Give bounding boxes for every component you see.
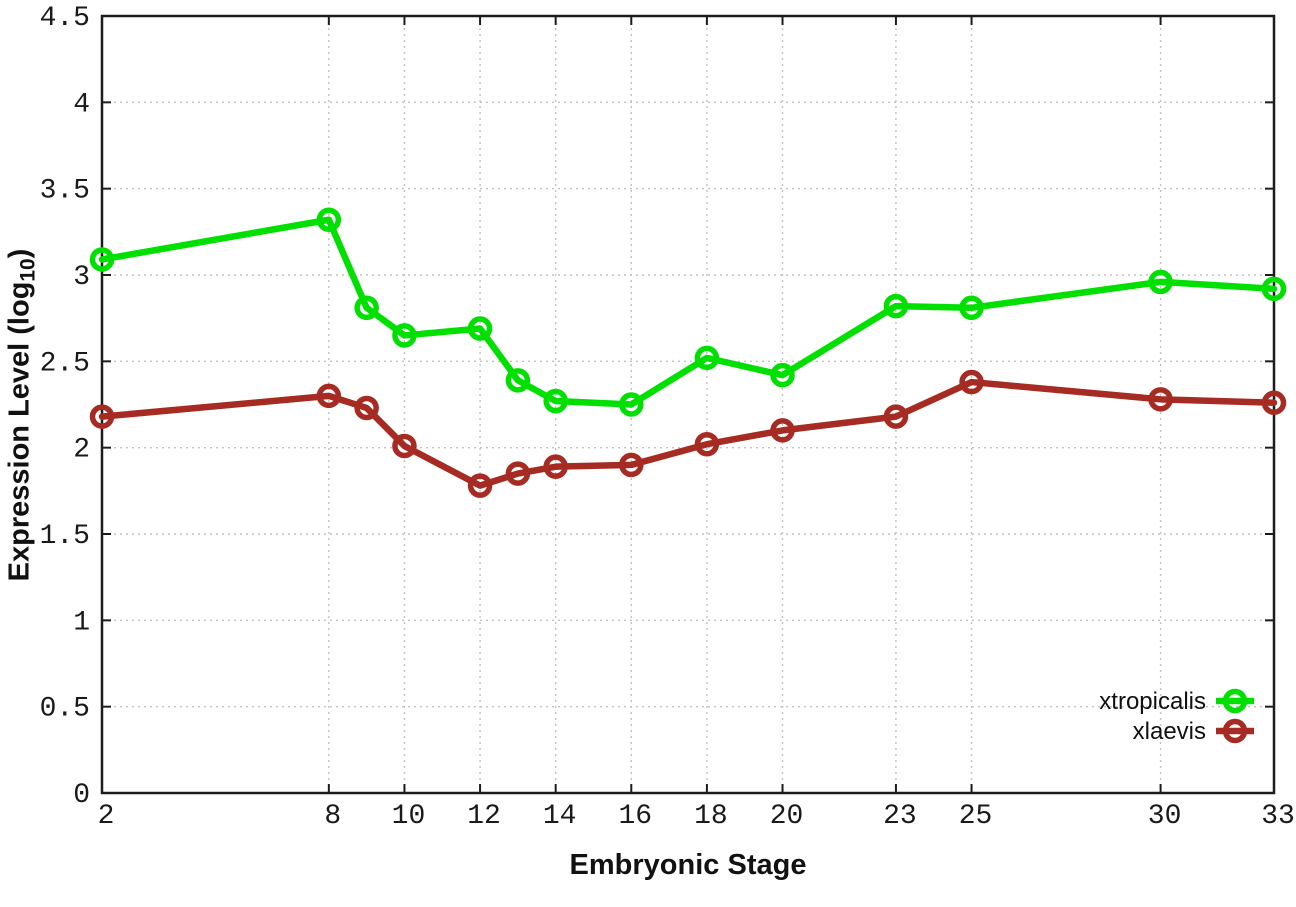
data-point-xlaevis bbox=[316, 383, 342, 409]
x-tick-label: 23 bbox=[883, 801, 917, 832]
data-point-xlaevis bbox=[354, 395, 379, 421]
y-axis-title-text: Expression Level (log bbox=[3, 281, 36, 582]
data-point-xlaevis bbox=[467, 473, 493, 498]
data-point-xtropicalis bbox=[770, 362, 795, 388]
x-tick-label: 2 bbox=[98, 801, 115, 832]
x-tick-label: 14 bbox=[543, 801, 577, 832]
data-point-xtropicalis bbox=[619, 392, 644, 417]
y-tick-label: 3 bbox=[73, 262, 90, 293]
data-point-xlaevis bbox=[694, 431, 720, 457]
data-point-xtropicalis bbox=[1148, 269, 1173, 295]
y-tick-label: 0.5 bbox=[40, 694, 90, 725]
y-axis-title-subscript: 10 bbox=[16, 258, 40, 282]
y-tick-label: 1 bbox=[73, 607, 90, 638]
y-tick-label: 2 bbox=[73, 435, 90, 466]
legend-item-xtropicalis: xtropicalis bbox=[1099, 688, 1254, 715]
legend-label-xtropicalis: xtropicalis bbox=[1099, 688, 1206, 715]
data-point-xlaevis bbox=[1148, 387, 1173, 412]
data-point-xlaevis bbox=[619, 452, 644, 478]
x-tick-label: 20 bbox=[770, 801, 804, 832]
x-tick-label: 18 bbox=[694, 801, 728, 832]
data-point-xlaevis bbox=[543, 454, 568, 479]
x-tick-label: 25 bbox=[959, 801, 993, 832]
y-tick-label: 4 bbox=[73, 89, 90, 120]
legend-marker-sample bbox=[1222, 718, 1248, 744]
data-point-xlaevis bbox=[770, 418, 795, 443]
data-point-xtropicalis bbox=[694, 345, 720, 371]
data-point-xtropicalis bbox=[316, 207, 342, 232]
data-point-xlaevis bbox=[883, 404, 909, 429]
x-tick-label: 10 bbox=[392, 801, 426, 832]
data-point-xlaevis bbox=[89, 404, 115, 429]
data-point-xtropicalis bbox=[959, 295, 984, 321]
x-axis-title: Embryonic Stage bbox=[569, 849, 807, 881]
x-tick-label: 12 bbox=[467, 801, 501, 832]
data-point-xtropicalis bbox=[505, 368, 531, 393]
legend-item-xlaevis: xlaevis bbox=[1133, 718, 1254, 745]
data-point-xtropicalis bbox=[543, 388, 568, 414]
y-tick-label: 0 bbox=[73, 780, 90, 811]
y-tick-label: 3.5 bbox=[40, 176, 90, 207]
data-point-xlaevis bbox=[959, 369, 984, 395]
x-tick-label: 8 bbox=[324, 801, 341, 832]
x-tick-label: 30 bbox=[1148, 801, 1182, 832]
data-point-xtropicalis bbox=[354, 295, 379, 321]
data-point-xlaevis bbox=[1261, 390, 1287, 416]
series-line-xlaevis bbox=[98, 378, 1278, 489]
y-tick-label: 1.5 bbox=[40, 521, 90, 552]
y-axis-title: Expression Level (log10) bbox=[4, 249, 41, 582]
data-point-xlaevis bbox=[392, 433, 417, 459]
data-point-xtropicalis bbox=[89, 247, 115, 272]
series-line-xtropicalis bbox=[98, 216, 1278, 408]
x-tick-label: 16 bbox=[618, 801, 652, 832]
legend-marker-sample bbox=[1222, 688, 1248, 714]
data-point-xtropicalis bbox=[883, 293, 909, 319]
data-point-xtropicalis bbox=[392, 323, 417, 348]
x-tick-label: 33 bbox=[1261, 801, 1295, 832]
plot-border bbox=[100, 14, 1276, 795]
legend-label-xlaevis: xlaevis bbox=[1133, 718, 1206, 745]
y-axis-title-close: ) bbox=[3, 248, 36, 259]
data-point-xtropicalis bbox=[1261, 276, 1287, 302]
y-tick-label: 2.5 bbox=[40, 348, 90, 379]
data-point-xlaevis bbox=[505, 461, 531, 486]
data-point-xtropicalis bbox=[467, 316, 493, 341]
y-tick-label: 4.5 bbox=[40, 3, 90, 34]
